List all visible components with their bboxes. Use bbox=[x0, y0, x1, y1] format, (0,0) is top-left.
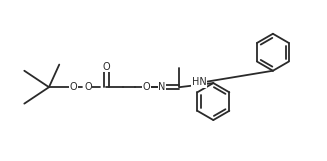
Text: O: O bbox=[103, 62, 110, 72]
Text: O: O bbox=[84, 82, 92, 92]
Text: O: O bbox=[143, 82, 150, 92]
Text: HN: HN bbox=[192, 77, 207, 87]
Text: O: O bbox=[70, 82, 77, 92]
Text: N: N bbox=[158, 82, 166, 92]
